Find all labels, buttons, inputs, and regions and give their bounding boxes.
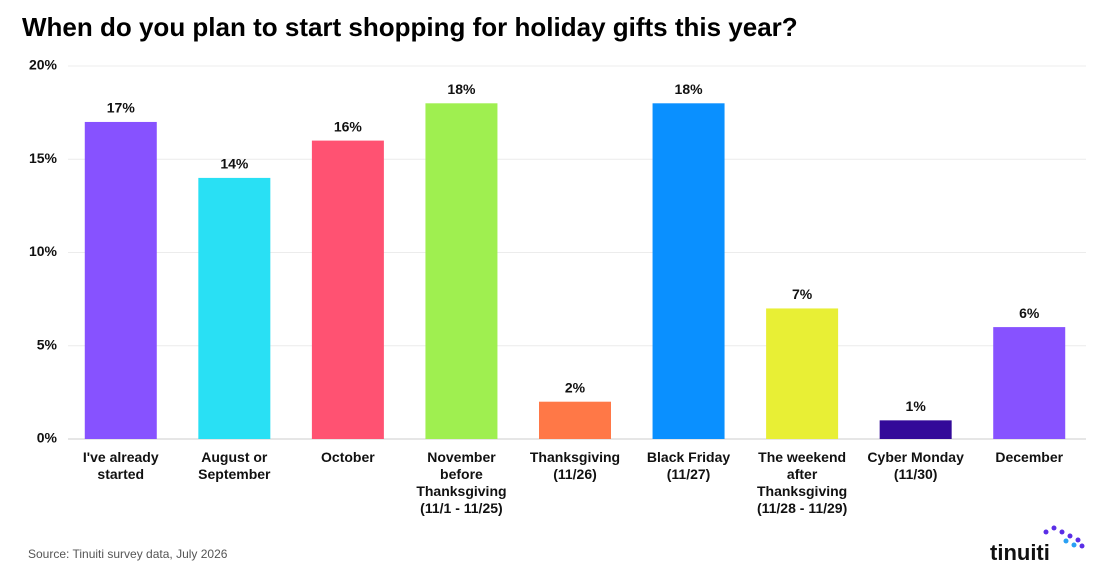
x-tick-label: Thanksgiving (11/26) <box>529 449 621 482</box>
y-tick-label: 15% <box>29 150 58 166</box>
bar <box>425 103 498 440</box>
value-label: 18% <box>447 81 476 97</box>
value-label: 7% <box>792 286 813 302</box>
x-tick-label: October <box>321 449 375 465</box>
chart-title: When do you plan to start shopping for h… <box>22 12 798 42</box>
x-tick-label: The weekend after Thanksgiving (11/28 - … <box>756 449 848 516</box>
bar <box>311 140 384 439</box>
bar <box>879 420 952 439</box>
value-label: 14% <box>220 156 249 172</box>
bar <box>539 401 611 439</box>
y-tick-label: 10% <box>29 243 58 259</box>
value-label: 2% <box>565 379 586 395</box>
y-tick-label: 5% <box>37 336 58 352</box>
bar <box>198 177 271 439</box>
value-label: 18% <box>675 81 704 97</box>
source-note: Source: Tinuiti survey data, July 2026 <box>28 547 228 561</box>
value-label: 1% <box>906 398 927 414</box>
x-tick-label: Cyber Monday (11/30) <box>867 449 964 482</box>
bar <box>652 103 725 440</box>
x-tick-label: November before Thanksgiving (11/1 - 11/… <box>416 449 507 516</box>
value-label: 16% <box>334 118 363 134</box>
bar <box>766 308 839 439</box>
y-tick-label: 20% <box>29 57 58 73</box>
logo-dots <box>1043 525 1085 549</box>
value-label: 6% <box>1019 305 1040 321</box>
logo: tinuiti <box>990 540 1050 565</box>
x-tick-label: December <box>995 449 1064 465</box>
value-label: 17% <box>107 100 136 116</box>
x-tick-label: August or September <box>198 449 271 482</box>
bar <box>84 121 157 439</box>
x-tick-label: I've already started <box>82 449 159 482</box>
bar <box>993 327 1066 439</box>
y-tick-label: 0% <box>37 430 58 446</box>
x-tick-label: Black Friday (11/27) <box>646 449 731 482</box>
